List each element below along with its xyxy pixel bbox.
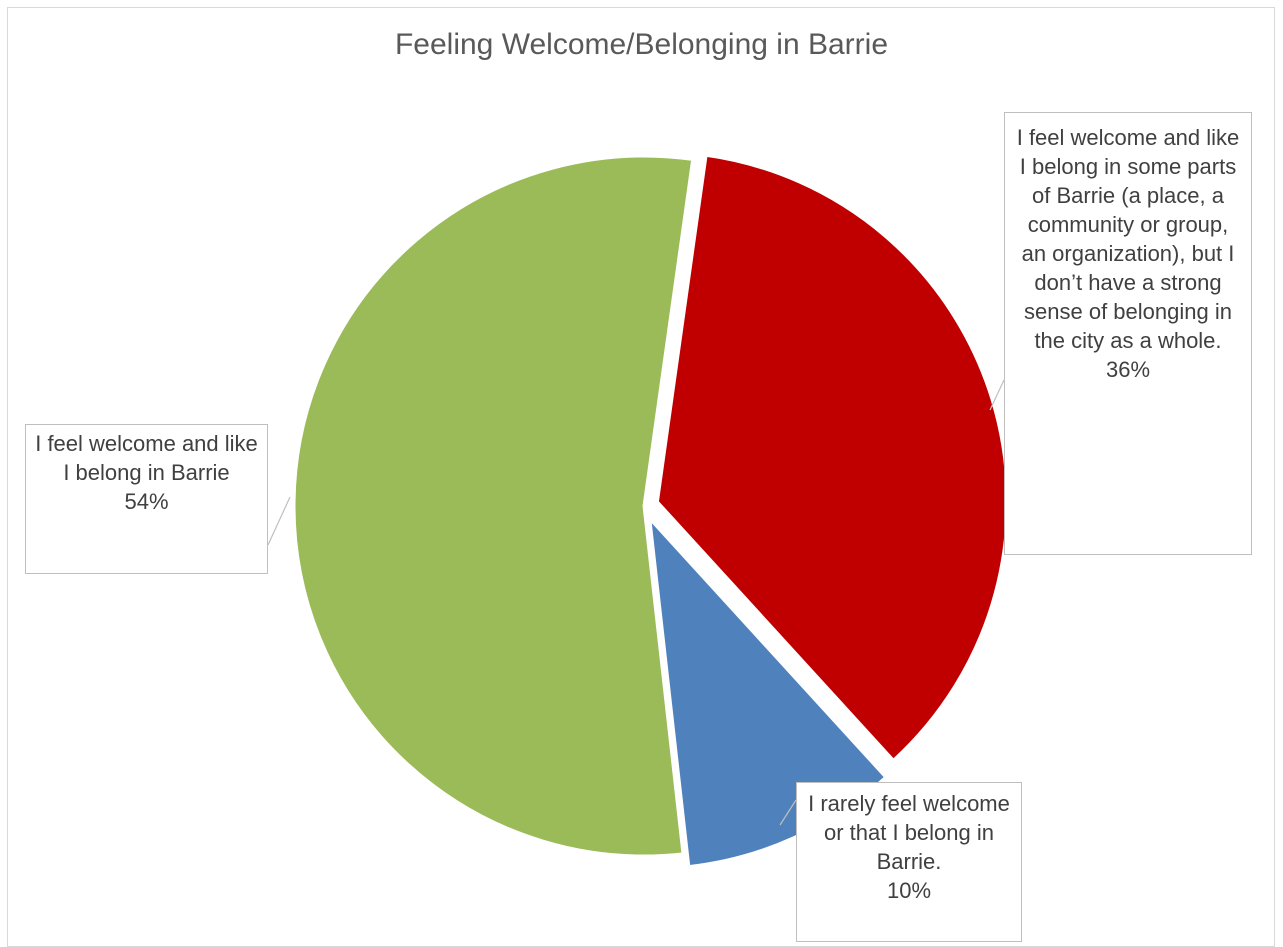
slice-label-some-parts: I feel welcome and like I belong in some… [1004,112,1252,555]
slice-percent-label: 54% [124,489,169,514]
slice-label-belong: I feel welcome and like I belong in Barr… [25,424,268,574]
leader-line-belong [267,496,291,546]
slice-label-text: I rarely feel welcome or that I belong i… [808,791,1010,874]
slice-label-rarely: I rarely feel welcome or that I belong i… [796,782,1022,942]
pie-slice-belong [292,154,695,858]
slice-percent-label: 36% [1105,357,1151,382]
slice-percent-label: 10% [886,878,932,903]
leader-line-rarely [779,799,797,826]
leader-line-some-parts [989,379,1005,411]
chart-title: Feeling Welcome/Belonging in Barrie [394,28,889,61]
slice-label-text: I feel welcome and like I belong in Barr… [35,431,258,485]
pie-slice-some-parts [655,153,1009,763]
slice-label-text: I feel welcome and like I belong in some… [1016,125,1240,353]
